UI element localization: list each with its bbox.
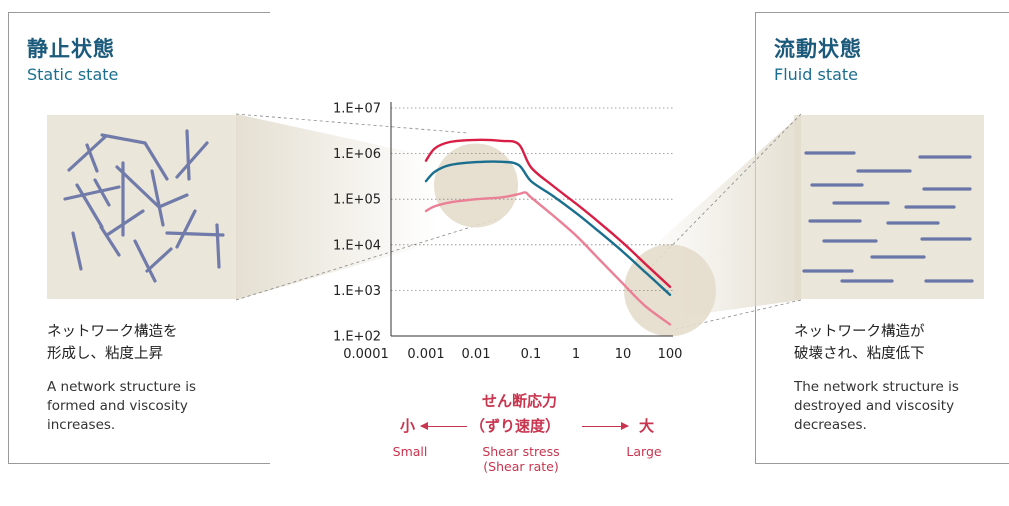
network-fibers-graphic [63, 129, 225, 283]
series-line-red [424, 138, 672, 288]
highlight-circle-2 [624, 244, 716, 337]
y-tick-label: 1.E+06 [333, 147, 381, 162]
fluid-desc-en-line2: destroyed and viscosity [794, 398, 955, 414]
x-tick-label: 0.1 [521, 347, 542, 362]
fluid-desc-jp: ネットワーク構造が 破壊され、粘度低下 [794, 321, 925, 365]
shear-label-en-line2: (Shear rate) [483, 459, 559, 474]
fluid-desc-en-line3: decreases. [794, 417, 867, 433]
static-desc-en-line2: formed and viscosity [47, 398, 188, 414]
y-tick-label: 1.E+04 [333, 238, 381, 253]
series-line-pink [424, 191, 672, 326]
y-tick-label: 1.E+02 [333, 330, 381, 345]
right-arrow-icon [582, 422, 629, 430]
static-desc-en: A network structure is formed and viscos… [47, 378, 257, 435]
x-tick-label: 0.001 [407, 347, 444, 362]
x-tick-label: 10 [615, 347, 632, 362]
aligned-structure-illustration [794, 115, 984, 299]
large-label-en: Large [626, 444, 662, 459]
fluid-state-panel: 流動状態 Fluid state ネットワーク構造が [755, 12, 1009, 464]
y-tick-label: 1.E+07 [333, 102, 381, 117]
static-desc-en-line3: increases. [47, 417, 116, 433]
x-tick-label: 100 [658, 347, 683, 362]
shear-label-jp-line2: （ずり速度） [470, 417, 561, 435]
highlight-circle-1 [434, 143, 518, 228]
static-state-panel: 静止状態 Static state [8, 12, 270, 464]
x-tick-label: 0.01 [462, 347, 491, 362]
shear-label-en-line1: Shear stress [482, 444, 560, 459]
y-tick-label: 1.E+03 [333, 284, 381, 299]
small-label-jp: 小 [400, 417, 416, 435]
shear-label-jp-line1: せん断応力 [482, 392, 558, 410]
network-structure-illustration [47, 115, 237, 299]
y-tick-label: 1.E+05 [333, 193, 381, 208]
fluid-desc-en: The network structure is destroyed and v… [794, 378, 1004, 435]
aligned-fibers-graphic [802, 151, 974, 283]
left-zoom-fan [236, 114, 438, 300]
fluid-title-en: Fluid state [774, 65, 859, 84]
static-desc-jp-line1: ネットワーク構造を [47, 324, 178, 340]
small-label-en: Small [392, 444, 428, 459]
left-zoom-line-bottom [235, 217, 501, 301]
fluid-desc-jp-line1: ネットワーク構造が [794, 324, 925, 340]
fluid-desc-en-line1: The network structure is [794, 379, 959, 395]
static-desc-jp: ネットワーク構造を 形成し、粘度上昇 [47, 321, 178, 365]
large-label-jp: 大 [639, 417, 655, 435]
static-desc-en-line1: A network structure is [47, 379, 196, 395]
static-title-jp: 静止状態 [27, 37, 115, 61]
left-zoom-line-top [235, 113, 469, 134]
x-tick-label: 0.0001 [343, 347, 389, 362]
series-line-blue [424, 160, 672, 296]
left-arrow-icon [420, 422, 467, 430]
fluid-title-jp: 流動状態 [774, 37, 862, 61]
static-title-en: Static state [27, 65, 119, 84]
static-desc-jp-line2: 形成し、粘度上昇 [47, 346, 163, 362]
fluid-desc-jp-line2: 破壊され、粘度低下 [794, 346, 925, 362]
x-tick-label: 1 [572, 347, 580, 362]
